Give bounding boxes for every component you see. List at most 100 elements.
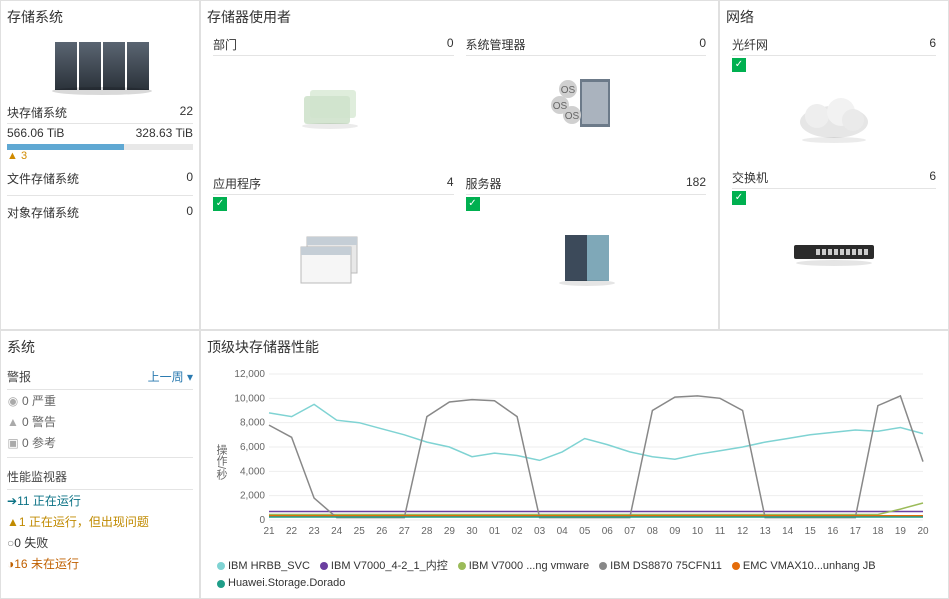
chart-legend: IBM HRBB_SVC IBM V7000_4-2_1_内控 IBM V7000 … — [213, 556, 936, 595]
legend-item[interactable]: IBM HRBB_SVC — [217, 558, 310, 576]
storage-warn[interactable]: ▲ 3 — [7, 150, 193, 162]
topchart-panel: 顶级块存储器性能 操作/秒 02,0004,0006,0008,00010,00… — [200, 330, 949, 599]
svg-text:11: 11 — [715, 526, 726, 537]
perf-failed[interactable]: ○0 失败 — [7, 532, 193, 553]
svg-text:13: 13 — [760, 526, 772, 537]
server-value: 182 — [686, 175, 706, 192]
check-icon: ✓ — [732, 191, 746, 205]
server-label: 服务器 — [466, 175, 502, 192]
users-title: 存储器使用者 — [207, 5, 712, 34]
server-icon — [551, 229, 621, 289]
system-panel: 系统 警报 上一周 ▾ ◉0 严重 ▲0 警告 ▣0 参考 性能监视器 ➔11 … — [0, 330, 200, 599]
cloud-icon — [789, 92, 879, 147]
alarm-ref[interactable]: ▣0 参考 — [7, 432, 193, 458]
svg-text:4,000: 4,000 — [240, 466, 265, 477]
svg-text:22: 22 — [286, 526, 298, 537]
svg-text:05: 05 — [579, 526, 591, 537]
app-label: 应用程序 — [213, 175, 261, 192]
svg-text:09: 09 — [669, 526, 681, 537]
file-storage-label: 文件存储系统 — [7, 170, 79, 187]
svg-text:23: 23 — [309, 526, 321, 537]
svg-text:08: 08 — [647, 526, 659, 537]
svg-text:2,000: 2,000 — [240, 491, 265, 502]
storage-used: 566.06 TiB — [7, 126, 64, 140]
perf-heading: 性能监视器 — [7, 468, 67, 485]
sysmgr-value: 0 — [699, 36, 706, 53]
app-value: 4 — [447, 175, 454, 192]
dept-label: 部门 — [213, 36, 237, 53]
svg-text:0: 0 — [259, 515, 265, 526]
svg-text:27: 27 — [399, 526, 411, 537]
users-server-cell[interactable]: 服务器 182 ✓ — [460, 173, 713, 328]
alarm-severe[interactable]: ◉0 严重 — [7, 390, 193, 411]
storage-capacity-bar — [7, 144, 193, 150]
svg-text:14: 14 — [782, 526, 794, 537]
object-storage-row[interactable]: 对象存储系统 0 — [7, 202, 193, 223]
network-panel: 网络 光纤网 6 ✓ 交换机 6 ✓ — [719, 0, 949, 330]
legend-item[interactable]: EMC VMAX10...unhang JB — [732, 558, 876, 576]
svg-text:25: 25 — [354, 526, 366, 537]
svg-text:03: 03 — [534, 526, 546, 537]
chart-ylabel: 操作/秒 — [213, 444, 229, 480]
block-storage-row[interactable]: 块存储系统 22 — [7, 102, 193, 124]
check-icon: ✓ — [466, 197, 480, 211]
legend-item[interactable]: IBM DS8870 75CFN11 — [599, 558, 722, 576]
performance-chart[interactable]: 02,0004,0006,0008,00010,00012,0002122232… — [229, 368, 929, 538]
svg-text:21: 21 — [263, 526, 275, 537]
network-switch-cell[interactable]: 交换机 6 ✓ — [726, 167, 942, 300]
svg-text:10: 10 — [692, 526, 704, 537]
alarms-range-dropdown[interactable]: 上一周 ▾ — [148, 368, 193, 385]
svg-text:02: 02 — [512, 526, 524, 537]
svg-text:18: 18 — [872, 526, 884, 537]
legend-item[interactable]: Huawei.Storage.Dorado — [217, 575, 345, 593]
warn-icon: ▲ — [7, 415, 19, 429]
users-panel: 存储器使用者 部门 0 系统管理器 0 — [200, 0, 719, 330]
department-icon — [298, 76, 368, 131]
system-title: 系统 — [7, 335, 193, 364]
perf-stopped[interactable]: ◑16 未在运行 — [7, 553, 193, 574]
svg-text:20: 20 — [917, 526, 929, 537]
fc-label: 光纤网 — [732, 36, 768, 53]
check-icon: ✓ — [732, 58, 746, 72]
storage-system-icon — [45, 40, 155, 96]
svg-text:8,000: 8,000 — [240, 418, 265, 429]
switch-value: 6 — [929, 169, 936, 186]
object-storage-value: 0 — [186, 204, 193, 221]
topchart-title: 顶级块存储器性能 — [207, 335, 942, 364]
file-storage-row[interactable]: 文件存储系统 0 — [7, 168, 193, 189]
svg-text:06: 06 — [602, 526, 614, 537]
svg-text:28: 28 — [421, 526, 433, 537]
svg-text:15: 15 — [805, 526, 817, 537]
info-icon: ▣ — [7, 436, 19, 450]
sysmgr-label: 系统管理器 — [466, 36, 526, 53]
legend-item[interactable]: IBM V7000 ...ng vmware — [458, 558, 589, 576]
check-icon: ✓ — [213, 197, 227, 211]
block-storage-label: 块存储系统 — [7, 104, 67, 121]
users-app-cell[interactable]: 应用程序 4 ✓ — [207, 173, 460, 328]
network-title: 网络 — [726, 5, 942, 34]
severe-icon: ◉ — [7, 394, 19, 408]
network-fc-cell[interactable]: 光纤网 6 ✓ — [726, 34, 942, 167]
switch-icon — [784, 233, 884, 273]
svg-text:6,000: 6,000 — [240, 442, 265, 453]
users-sysmgr-cell[interactable]: 系统管理器 0 OS OS OS — [460, 34, 713, 173]
dept-value: 0 — [447, 36, 454, 53]
svg-text:17: 17 — [850, 526, 862, 537]
storage-panel: 存储系统 块存储系统 22 566.06 TiB 328.63 TiB ▲ 3 — [0, 0, 200, 330]
legend-item[interactable]: IBM V7000_4-2_1_内控 — [320, 558, 448, 576]
perf-running-warn[interactable]: ▲1 正在运行，但出现问题 — [7, 511, 193, 532]
svg-text:29: 29 — [444, 526, 456, 537]
application-icon — [293, 229, 373, 289]
svg-text:12: 12 — [737, 526, 749, 537]
object-storage-label: 对象存储系统 — [7, 204, 79, 221]
block-storage-value: 22 — [180, 104, 193, 121]
svg-text:04: 04 — [557, 526, 569, 537]
running-icon: ➔ — [7, 494, 17, 508]
svg-text:30: 30 — [466, 526, 478, 537]
users-dept-cell[interactable]: 部门 0 — [207, 34, 460, 173]
alarm-warn[interactable]: ▲0 警告 — [7, 411, 193, 432]
svg-text:OS: OS — [565, 111, 580, 122]
perf-running[interactable]: ➔11 正在运行 — [7, 490, 193, 511]
storage-total: 328.63 TiB — [136, 126, 193, 140]
svg-text:24: 24 — [331, 526, 343, 537]
